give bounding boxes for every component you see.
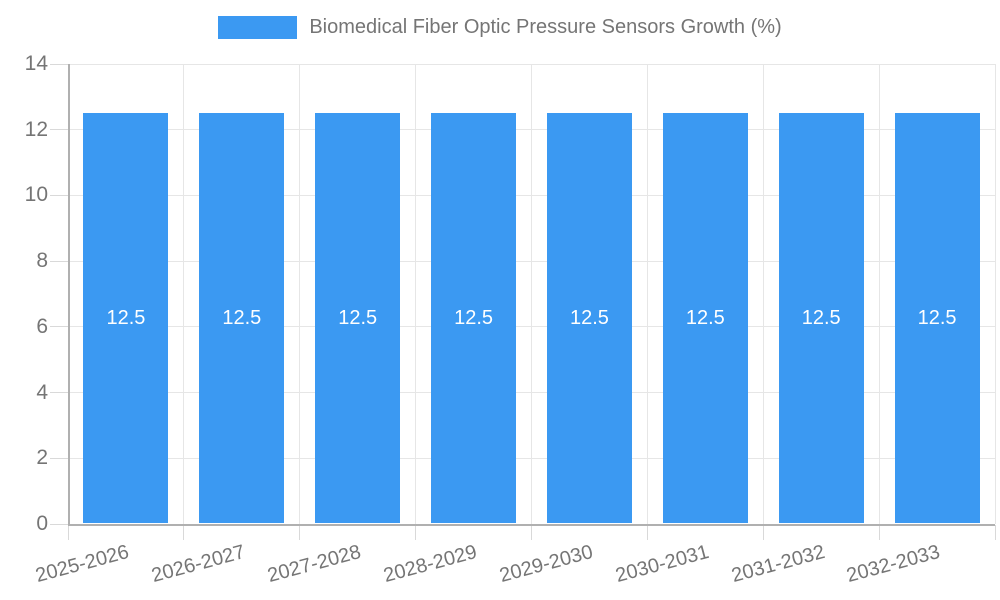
y-axis-tick-label: 4 — [36, 380, 48, 404]
bar-value-label: 12.5 — [106, 307, 146, 330]
bar[interactable]: 12.5 — [315, 113, 401, 523]
x-axis-tick — [762, 525, 764, 540]
bar[interactable]: 12.5 — [199, 113, 285, 523]
v-gridline — [299, 64, 301, 524]
v-gridline — [994, 64, 996, 524]
y-axis-tick — [50, 194, 68, 196]
y-axis-tick-label: 14 — [24, 52, 48, 75]
v-gridline — [762, 64, 764, 524]
x-axis-category-label: 2026-2027 — [149, 541, 248, 588]
x-axis-tick — [994, 525, 996, 540]
v-gridline — [415, 64, 417, 524]
x-axis-tick — [67, 525, 69, 540]
x-axis-tick — [299, 525, 301, 540]
bar[interactable]: 12.5 — [778, 113, 864, 523]
bar[interactable]: 12.5 — [894, 113, 980, 523]
x-axis-tick — [183, 525, 185, 540]
v-gridline — [183, 64, 185, 524]
bar-value-label: 12.5 — [338, 307, 378, 330]
y-axis-tick — [50, 63, 68, 65]
bar[interactable]: 12.5 — [431, 113, 517, 523]
x-axis-tick — [531, 525, 532, 540]
y-axis-tick-label: 0 — [36, 512, 48, 535]
bar[interactable]: 12.5 — [546, 113, 632, 523]
x-axis-category-label: 2028-2029 — [381, 541, 480, 588]
y-axis-tick-label: 10 — [24, 183, 48, 207]
y-axis-labels: 0 2 4 6 8 10 12 14 — [0, 0, 50, 600]
y-axis-tick — [50, 457, 68, 459]
chart-legend: Biomedical Fiber Optic Pressure Sensors … — [0, 16, 1000, 39]
x-axis-category-label: 2027-2028 — [265, 541, 364, 588]
y-axis-tick — [50, 260, 68, 262]
bar-value-label: 12.5 — [569, 307, 609, 330]
x-axis-labels: 2025-2026 2026-2027 2027-2028 2028-2029 2029… — [0, 541, 1000, 600]
bar-value-label: 12.5 — [801, 307, 841, 330]
x-axis-category-label: 2025-2026 — [33, 541, 132, 588]
legend-item[interactable]: Biomedical Fiber Optic Pressure Sensors … — [218, 16, 782, 39]
x-axis-tick — [415, 525, 417, 540]
plot-area: 12.5 12.5 12.5 12.5 12.5 12.5 12.5 12.5 — [50, 63, 996, 540]
legend-label: Biomedical Fiber Optic Pressure Sensors … — [309, 16, 782, 38]
y-axis-tick-label: 8 — [36, 249, 48, 273]
bar-value-label: 12.5 — [917, 307, 957, 330]
bar-value-label: 12.5 — [685, 307, 725, 330]
v-gridline — [878, 64, 880, 524]
y-axis-tick — [50, 392, 68, 394]
v-gridline — [531, 64, 532, 524]
x-axis-tick — [646, 525, 648, 540]
x-axis-category-label: 2032-2033 — [844, 541, 943, 588]
y-axis-tick-label: 6 — [36, 314, 48, 338]
legend-swatch-icon — [218, 16, 298, 39]
x-axis-category-label: 2029-2030 — [497, 541, 596, 588]
bar-value-label: 12.5 — [222, 307, 262, 330]
bar[interactable]: 12.5 — [83, 113, 169, 523]
y-axis-tick-label: 12 — [24, 117, 48, 141]
v-gridline — [646, 64, 648, 524]
y-axis-tick-label: 2 — [36, 446, 48, 470]
x-axis-category-label: 2030-2031 — [612, 541, 712, 588]
x-axis-category-label: 2031-2032 — [728, 541, 827, 588]
bar[interactable]: 12.5 — [662, 113, 748, 523]
x-axis-line — [68, 524, 995, 526]
x-axis-tick — [878, 525, 880, 540]
y-axis-tick — [50, 523, 68, 525]
y-axis-line — [68, 64, 70, 524]
bar-value-label: 12.5 — [454, 307, 494, 330]
y-axis-tick — [50, 129, 68, 131]
y-axis-tick — [50, 326, 68, 328]
